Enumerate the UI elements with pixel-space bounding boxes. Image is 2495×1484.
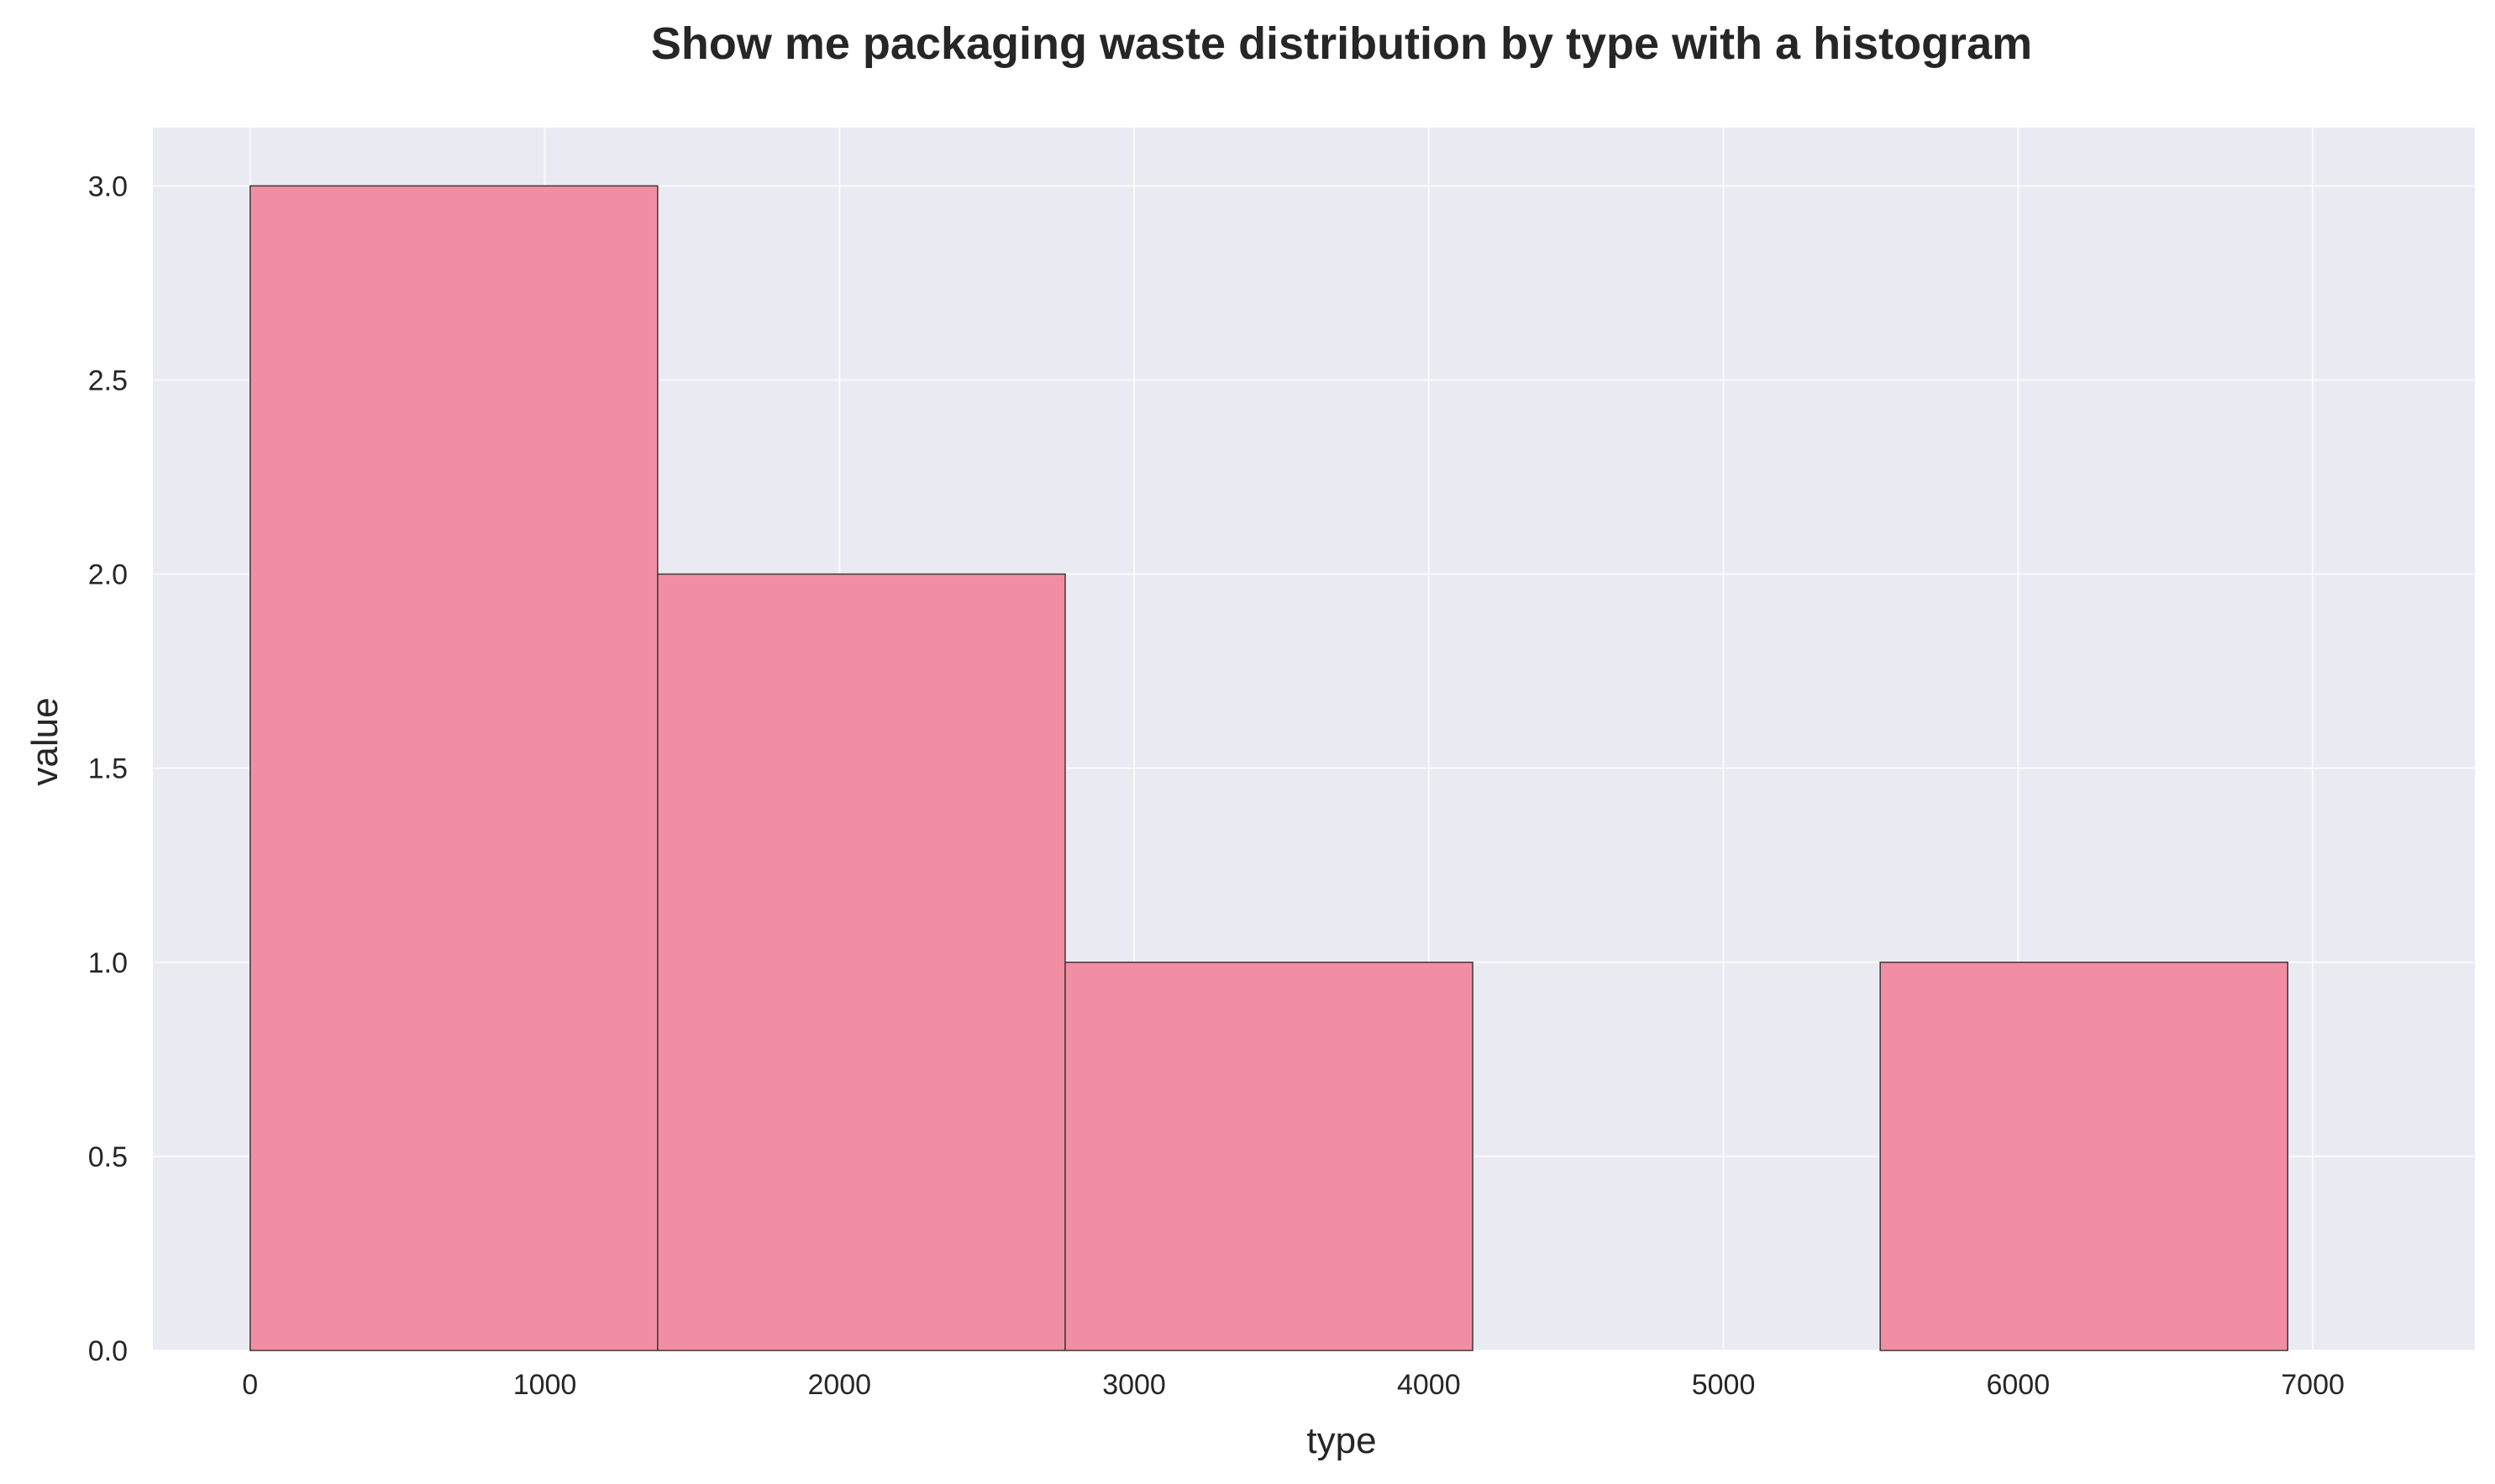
y-tick-label: 2.5 xyxy=(88,364,128,396)
y-axis-ticks: 0.0 0.5 1.0 1.5 2.0 2.5 3.0 xyxy=(88,170,128,1367)
y-tick-label: 0.0 xyxy=(88,1335,128,1367)
x-tick-label: 2000 xyxy=(807,1369,871,1401)
x-tick-label: 7000 xyxy=(2281,1369,2345,1401)
histogram-bar-1 xyxy=(250,185,659,1351)
chart-title: Show me packaging waste distribution by … xyxy=(651,18,2032,69)
y-tick-label: 3.0 xyxy=(88,170,128,202)
histogram-bar-5 xyxy=(1879,962,2289,1351)
y-tick-label: 2.0 xyxy=(88,559,128,591)
x-tick-label: 0 xyxy=(242,1369,258,1401)
histogram-bar-2 xyxy=(657,573,1066,1351)
y-tick-label: 1.5 xyxy=(88,753,128,785)
x-tick-label: 5000 xyxy=(1692,1369,1756,1401)
histogram-bars xyxy=(250,185,2289,1351)
x-axis-ticks: 0 1000 2000 3000 4000 5000 6000 7000 xyxy=(242,1369,2345,1401)
x-tick-label: 3000 xyxy=(1102,1369,1166,1401)
y-tick-label: 0.5 xyxy=(88,1141,128,1173)
y-tick-label: 1.0 xyxy=(88,947,128,979)
x-tick-label: 4000 xyxy=(1397,1369,1461,1401)
x-tick-label: 6000 xyxy=(1986,1369,2050,1401)
x-tick-label: 1000 xyxy=(513,1369,577,1401)
histogram-bar-3 xyxy=(1064,962,1473,1351)
y-axis-label: value xyxy=(24,697,66,785)
x-axis-label: type xyxy=(1306,1420,1376,1461)
